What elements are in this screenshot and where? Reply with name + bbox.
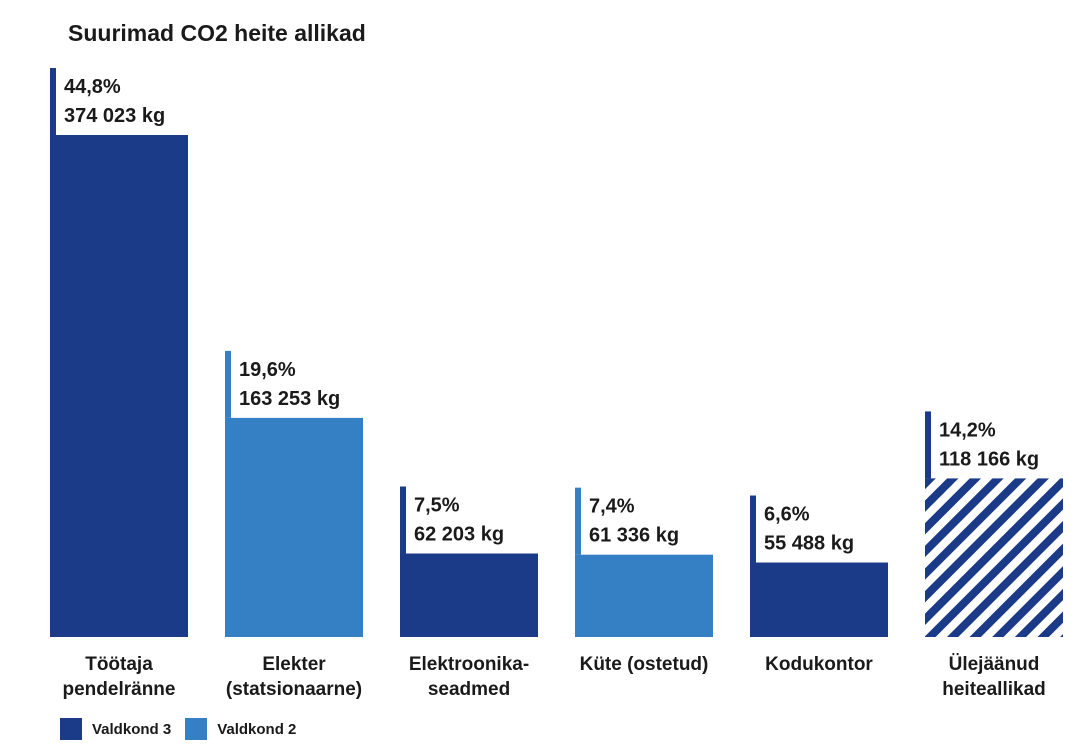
percent-label-0: 44,8% [64, 76, 121, 98]
value-label-3: 61 336 kg [589, 525, 679, 547]
label-marker-5 [925, 411, 931, 479]
value-label-5: 118 166 kg [939, 448, 1039, 470]
label-marker-1 [225, 350, 231, 418]
category-label-0: Töötaja pendelränne [63, 654, 176, 700]
bar-0 [50, 135, 188, 637]
percent-label-3: 7,4% [589, 496, 635, 518]
bar-5 [925, 478, 1063, 637]
value-label-1: 163 253 kg [239, 388, 340, 410]
label-marker-0 [50, 68, 56, 135]
percent-label-2: 7,5% [414, 495, 460, 517]
legend: Valdkond 3 Valdkond 2 [60, 718, 296, 740]
bar-4 [750, 562, 888, 637]
label-marker-2 [400, 486, 406, 554]
bar-2 [400, 553, 538, 637]
legend-label-valdkond-2: Valdkond 2 [217, 720, 297, 738]
value-label-4: 55 488 kg [764, 533, 854, 555]
legend-item-valdkond-3: Valdkond 3 [60, 718, 171, 740]
value-label-2: 62 203 kg [414, 524, 504, 546]
chart-title: Suurimad CO2 heite allikad [60, 18, 374, 49]
legend-swatch-valdkond-3 [60, 718, 82, 740]
category-label-5: Ülejäänud heiteallikad [942, 654, 1046, 700]
legend-item-valdkond-2: Valdkond 2 [185, 718, 296, 740]
legend-label-valdkond-3: Valdkond 3 [92, 720, 172, 738]
label-marker-4 [750, 495, 756, 563]
percent-label-5: 14,2% [939, 419, 996, 441]
category-label-2: Elektroonika-seadmed [409, 654, 529, 700]
category-label-1: Elekter (statsionaarne) [226, 654, 362, 700]
value-label-0: 374 023 kg [64, 105, 165, 127]
percent-label-4: 6,6% [764, 504, 810, 526]
category-label-4: Kodukontor [765, 654, 873, 675]
bar-1 [225, 417, 363, 637]
category-label-3: Küte (ostetud) [580, 654, 709, 675]
percent-label-1: 19,6% [239, 359, 296, 381]
legend-swatch-valdkond-2 [185, 718, 208, 740]
bar-3 [575, 554, 713, 637]
label-marker-3 [575, 487, 581, 555]
